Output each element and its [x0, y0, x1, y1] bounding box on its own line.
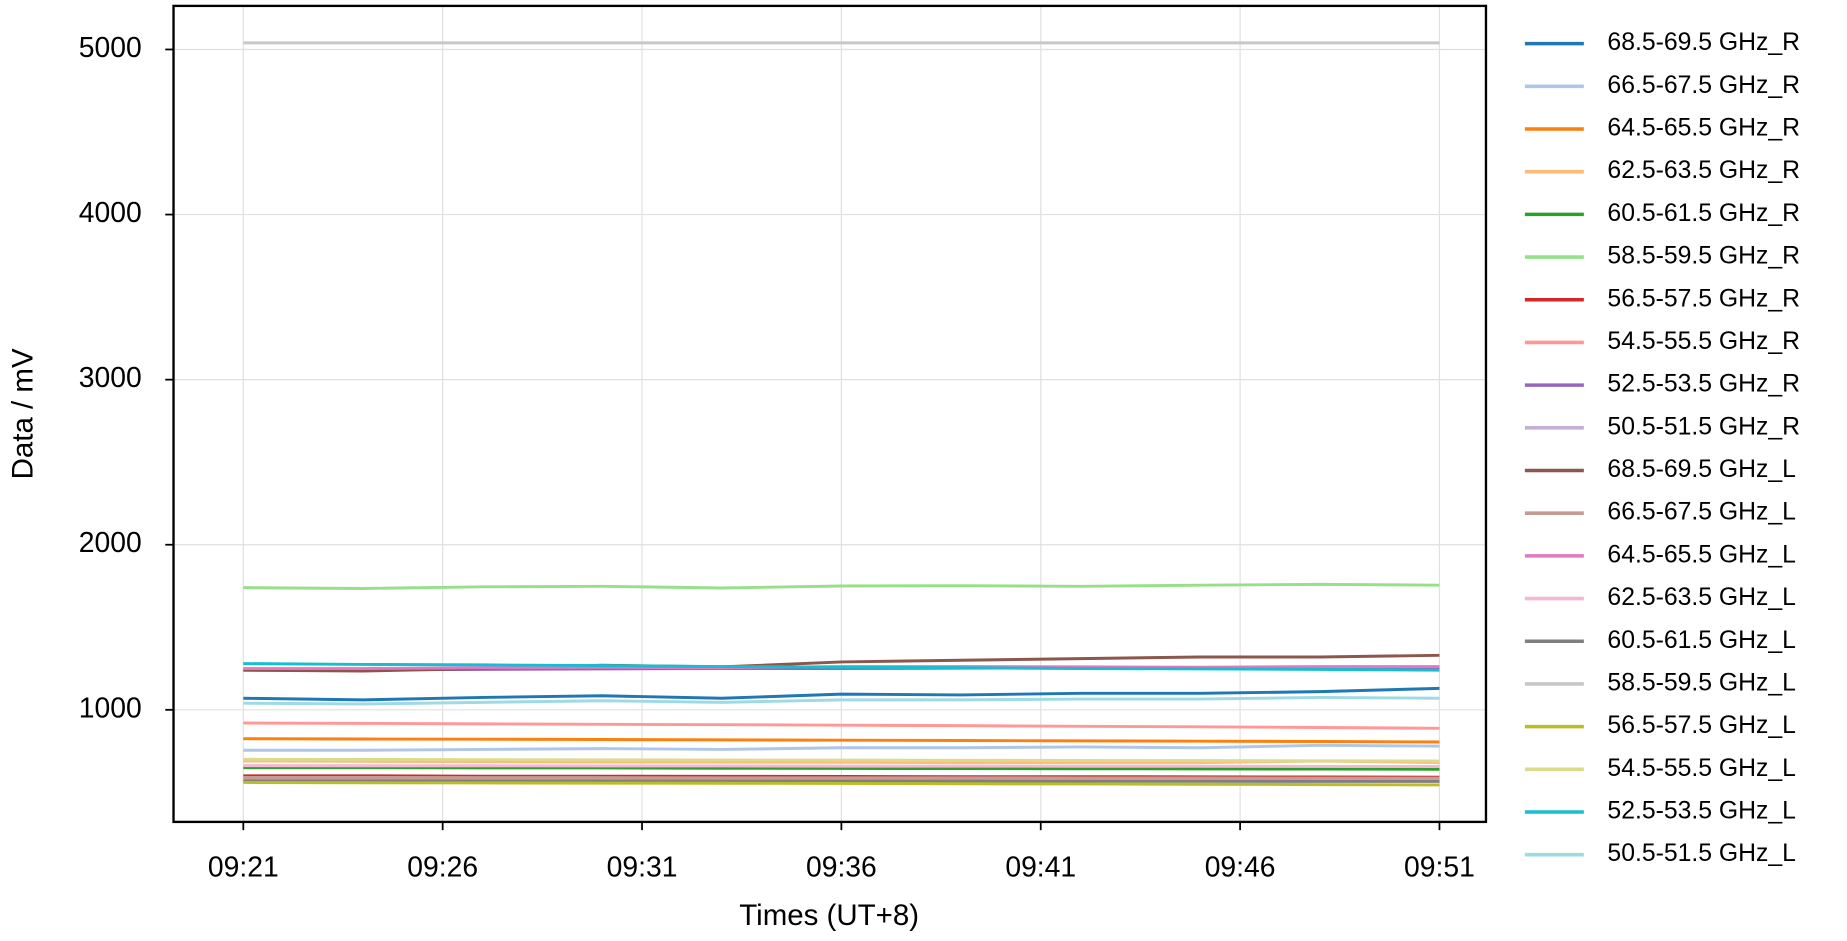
- legend-label: 64.5-65.5 GHz_R: [1607, 115, 1800, 142]
- plot-frame: [172, 4, 1488, 824]
- series-line: [243, 766, 1440, 771]
- legend-label: 50.5-51.5 GHz_L: [1607, 840, 1796, 867]
- x-tick-label: 09:46: [1205, 851, 1276, 883]
- x-axis-label: Times (UT+8): [739, 899, 919, 932]
- legend-label: 52.5-53.5 GHz_R: [1607, 371, 1800, 398]
- legend-label: 60.5-61.5 GHz_L: [1607, 627, 1796, 654]
- x-tick-label: 09:21: [208, 851, 279, 883]
- legend-label: 68.5-69.5 GHz_R: [1607, 29, 1800, 56]
- series-line: [243, 721, 1440, 730]
- y-tick-label: 3000: [79, 361, 142, 393]
- legend-label: 56.5-57.5 GHz_L: [1607, 712, 1796, 739]
- legend-label: 58.5-59.5 GHz_R: [1607, 243, 1800, 270]
- series-line: [243, 737, 1440, 744]
- y-axis-label: Data / mV: [7, 348, 40, 479]
- series-line: [243, 780, 1440, 787]
- legend-label: 54.5-55.5 GHz_L: [1607, 755, 1796, 782]
- legend-label: 66.5-67.5 GHz_R: [1607, 72, 1800, 99]
- y-tick-label: 1000: [79, 691, 142, 723]
- legend-label: 62.5-63.5 GHz_L: [1607, 584, 1796, 611]
- x-tick-label: 09:26: [407, 851, 478, 883]
- x-tick-label: 09:41: [1005, 851, 1076, 883]
- legend-label: 62.5-63.5 GHz_R: [1607, 157, 1800, 184]
- series-line: [243, 777, 1440, 782]
- legend-label: 66.5-67.5 GHz_L: [1607, 499, 1796, 526]
- legend-label: 54.5-55.5 GHz_R: [1607, 328, 1800, 355]
- series-line: [243, 582, 1440, 590]
- series-line: [243, 695, 1440, 706]
- x-tick-label: 09:51: [1404, 851, 1475, 883]
- series-line: [243, 686, 1440, 702]
- legend-label: 52.5-53.5 GHz_L: [1607, 798, 1796, 825]
- legend-label: 64.5-65.5 GHz_L: [1607, 541, 1796, 568]
- series-line: [243, 779, 1440, 783]
- series-line: [243, 757, 1440, 763]
- series-line: [243, 764, 1440, 768]
- x-tick-label: 09:31: [607, 851, 678, 883]
- legend-label: 58.5-59.5 GHz_L: [1607, 669, 1796, 696]
- legend-label: 56.5-57.5 GHz_R: [1607, 285, 1800, 312]
- legend-label: 68.5-69.5 GHz_L: [1607, 456, 1796, 483]
- series-line: [243, 743, 1440, 752]
- legend-label: 60.5-61.5 GHz_R: [1607, 200, 1800, 227]
- legend-label: 50.5-51.5 GHz_R: [1607, 413, 1800, 440]
- series-line: [243, 776, 1440, 780]
- y-tick-label: 2000: [79, 526, 142, 558]
- y-tick-label: 5000: [79, 31, 142, 63]
- y-tick-label: 4000: [79, 196, 142, 228]
- series-line: [243, 662, 1440, 672]
- x-tick-label: 09:36: [806, 851, 877, 883]
